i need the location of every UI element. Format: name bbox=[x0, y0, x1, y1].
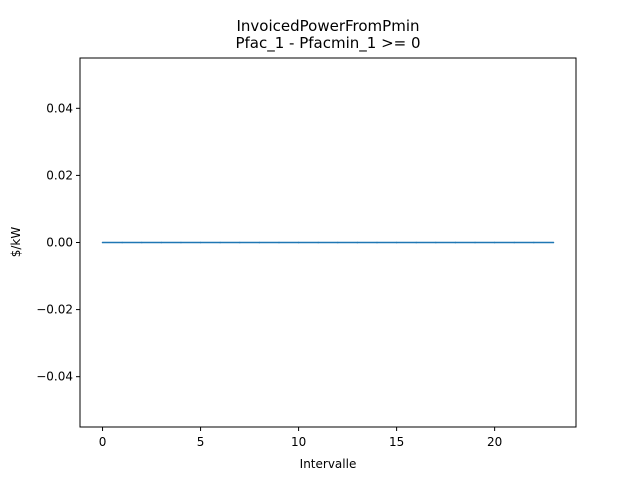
x-axis: 0 5 10 15 20 bbox=[99, 427, 502, 449]
data-point bbox=[101, 241, 104, 244]
data-point bbox=[435, 241, 437, 244]
data-point bbox=[317, 241, 319, 244]
data-point bbox=[121, 241, 123, 244]
y-tick-label: 0.00 bbox=[46, 236, 73, 250]
y-tick-label: 0.04 bbox=[46, 101, 73, 115]
data-point bbox=[395, 241, 398, 244]
data-point bbox=[454, 241, 457, 244]
data-point bbox=[297, 241, 300, 244]
data-point bbox=[219, 241, 221, 244]
x-tick-label: 20 bbox=[487, 435, 502, 449]
data-point bbox=[337, 241, 339, 244]
data-point bbox=[533, 241, 535, 244]
y-tick-label: −0.04 bbox=[36, 370, 73, 384]
data-point bbox=[160, 241, 163, 244]
data-point bbox=[258, 241, 261, 244]
data-point bbox=[199, 241, 202, 244]
series-layer bbox=[101, 241, 555, 244]
chart-subtitle: Pfac_1 - Pfacmin_1 >= 0 bbox=[235, 34, 420, 53]
x-tick-label: 5 bbox=[197, 435, 205, 449]
data-point bbox=[493, 241, 496, 244]
y-axis: −0.04 −0.02 0.00 0.02 0.04 bbox=[36, 101, 80, 384]
x-tick-label: 10 bbox=[291, 435, 306, 449]
chart-title: InvoicedPowerFromPmin bbox=[237, 17, 420, 35]
data-point bbox=[180, 241, 182, 244]
data-point bbox=[140, 241, 143, 244]
data-point bbox=[552, 241, 555, 244]
data-point bbox=[376, 241, 378, 244]
data-point bbox=[356, 241, 359, 244]
data-point bbox=[278, 241, 280, 244]
data-point bbox=[415, 241, 418, 244]
data-point bbox=[513, 241, 516, 244]
x-tick-label: 15 bbox=[389, 435, 404, 449]
y-tick-label: 0.02 bbox=[46, 168, 73, 182]
x-axis-label: Intervalle bbox=[300, 457, 357, 471]
data-point bbox=[474, 241, 476, 244]
x-tick-label: 0 bbox=[99, 435, 107, 449]
y-tick-label: −0.02 bbox=[36, 303, 73, 317]
data-point bbox=[238, 241, 241, 244]
y-axis-label: $/kW bbox=[9, 227, 23, 258]
